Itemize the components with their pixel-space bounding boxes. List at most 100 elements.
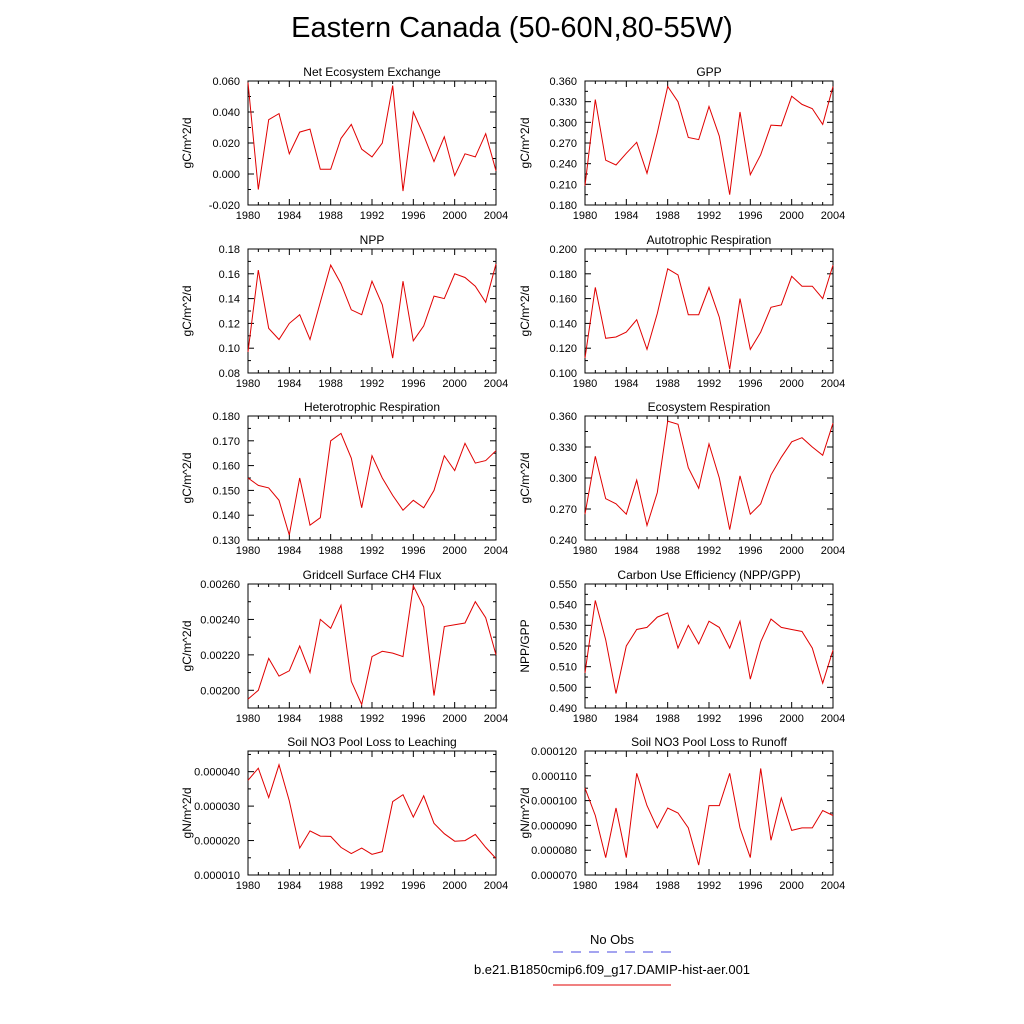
y-tick-label: 0.000100	[531, 796, 577, 808]
series-line	[584, 264, 834, 370]
x-tick-label: 2004	[821, 880, 845, 892]
x-tick-label: 1984	[277, 378, 301, 390]
y-axis-label: gC/m^2/d	[180, 286, 194, 337]
x-tick-label: 1992	[697, 378, 721, 390]
plot-frame	[584, 248, 834, 374]
y-axis-label: gC/m^2/d	[180, 118, 194, 169]
series-line	[247, 82, 497, 192]
series-line	[247, 432, 497, 536]
y-tick-label: 0.16	[219, 269, 240, 281]
x-tick-label: 2000	[442, 713, 466, 725]
x-tick-label: 1992	[360, 378, 384, 390]
x-tick-label: 2000	[779, 713, 803, 725]
y-tick-label: 0.140	[212, 510, 240, 522]
y-tick-label: 0.160	[212, 461, 240, 473]
x-tick-label: 2004	[821, 210, 845, 222]
y-tick-label: 0.000090	[531, 820, 577, 832]
x-tick-label: 1992	[360, 545, 384, 557]
chart-title: Net Ecosystem Exchange	[303, 65, 441, 79]
x-tick-label: 2004	[484, 880, 508, 892]
y-tick-label: 0.360	[549, 76, 577, 88]
series-line	[584, 600, 834, 694]
x-tick-label: 1984	[277, 545, 301, 557]
y-axis-label: gC/m^2/d	[518, 118, 532, 169]
y-tick-label: 0.550	[549, 579, 577, 591]
y-tick-label: 0.300	[549, 473, 577, 485]
series-line	[584, 85, 834, 195]
chart-autotrophic-respiration: Autotrophic Respiration gC/m^2/d 1980 1984 1…	[518, 233, 845, 390]
chart-heterotrophic-respiration: Heterotrophic Respiration gC/m^2/d 1980 198…	[180, 400, 508, 557]
plot-frame	[247, 248, 497, 374]
x-tick-label: 2000	[779, 210, 803, 222]
chart-soil-no3-pool-loss-to-leaching: Soil NO3 Pool Loss to Leaching gN/m^2/d 19…	[180, 735, 508, 892]
chart-soil-no3-pool-loss-to-runoff: Soil NO3 Pool Loss to Runoff gN/m^2/d 1980…	[518, 735, 845, 892]
chart-gridcell-surface-ch4-flux: Gridcell Surface CH4 Flux gC/m^2/d 1980 198…	[180, 568, 508, 725]
y-tick-label: 0.00260	[200, 579, 240, 591]
y-tick-label: 0.180	[549, 200, 577, 212]
chart-title: Carbon Use Efficiency (NPP/GPP)	[617, 568, 800, 582]
x-tick-label: 2004	[484, 545, 508, 557]
y-axis-label: gN/m^2/d	[518, 788, 532, 839]
x-tick-label: 1980	[236, 545, 260, 557]
x-tick-label: 1980	[573, 545, 597, 557]
y-tick-label: 0.000080	[531, 845, 577, 857]
x-tick-label: 1992	[697, 545, 721, 557]
y-tick-label: 0.000030	[194, 801, 240, 813]
x-tick-label: 1980	[573, 713, 597, 725]
x-tick-label: 1980	[236, 713, 260, 725]
x-tick-label: 1996	[401, 713, 425, 725]
x-tick-label: 1996	[401, 210, 425, 222]
chart-title: Heterotrophic Respiration	[304, 400, 440, 414]
plot-frame	[584, 415, 834, 541]
y-tick-label: 0.000120	[531, 746, 577, 758]
x-tick-label: 1980	[573, 210, 597, 222]
y-tick-label: 0.520	[549, 641, 577, 653]
y-axis-label: gC/m^2/d	[180, 621, 194, 672]
x-tick-label: 1980	[236, 880, 260, 892]
y-axis-label: gN/m^2/d	[180, 788, 194, 839]
chart-title: NPP	[360, 233, 385, 247]
x-tick-label: 1980	[236, 210, 260, 222]
x-tick-label: 1992	[360, 713, 384, 725]
x-tick-label: 1988	[655, 210, 679, 222]
plot-frame	[247, 583, 497, 709]
x-tick-label: 2004	[484, 210, 508, 222]
y-tick-label: 0.240	[549, 535, 577, 547]
chart-title: Autotrophic Respiration	[647, 233, 772, 247]
x-tick-label: 1984	[614, 545, 638, 557]
x-tick-label: 2000	[779, 545, 803, 557]
x-tick-label: 1996	[401, 378, 425, 390]
y-tick-label: 0.210	[549, 179, 577, 191]
series-line	[584, 420, 834, 530]
y-tick-label: 0.170	[212, 436, 240, 448]
chart-ecosystem-respiration: Ecosystem Respiration gC/m^2/d 1980 1984 198…	[518, 400, 845, 557]
x-tick-label: 2004	[821, 545, 845, 557]
y-tick-label: 0.490	[549, 703, 577, 715]
x-tick-label: 2004	[484, 378, 508, 390]
x-tick-label: 2000	[442, 378, 466, 390]
y-tick-label: 0.160	[549, 294, 577, 306]
x-tick-label: 1984	[614, 210, 638, 222]
x-tick-label: 1988	[655, 378, 679, 390]
x-tick-label: 1980	[573, 378, 597, 390]
x-tick-label: 1984	[614, 880, 638, 892]
y-tick-label: 0.360	[549, 411, 577, 423]
x-tick-label: 1984	[614, 713, 638, 725]
x-tick-label: 1996	[401, 880, 425, 892]
series-line	[247, 763, 497, 859]
y-tick-label: 0.510	[549, 662, 577, 674]
series-line	[584, 768, 834, 866]
chart-net-ecosystem-exchange: Net Ecosystem Exchange gC/m^2/d 1980 1984 19…	[180, 65, 508, 222]
y-tick-label: 0.000070	[531, 870, 577, 882]
x-tick-label: 1988	[655, 713, 679, 725]
x-tick-label: 1992	[697, 713, 721, 725]
x-tick-label: 1996	[738, 378, 762, 390]
page-title: Eastern Canada (50-60N,80-55W)	[291, 12, 733, 44]
x-tick-label: 1996	[738, 880, 762, 892]
x-tick-label: 1988	[318, 545, 342, 557]
x-tick-label: 1984	[614, 378, 638, 390]
chart-title: Gridcell Surface CH4 Flux	[303, 568, 442, 582]
x-tick-label: 2000	[442, 545, 466, 557]
y-tick-label: 0.18	[219, 244, 240, 256]
